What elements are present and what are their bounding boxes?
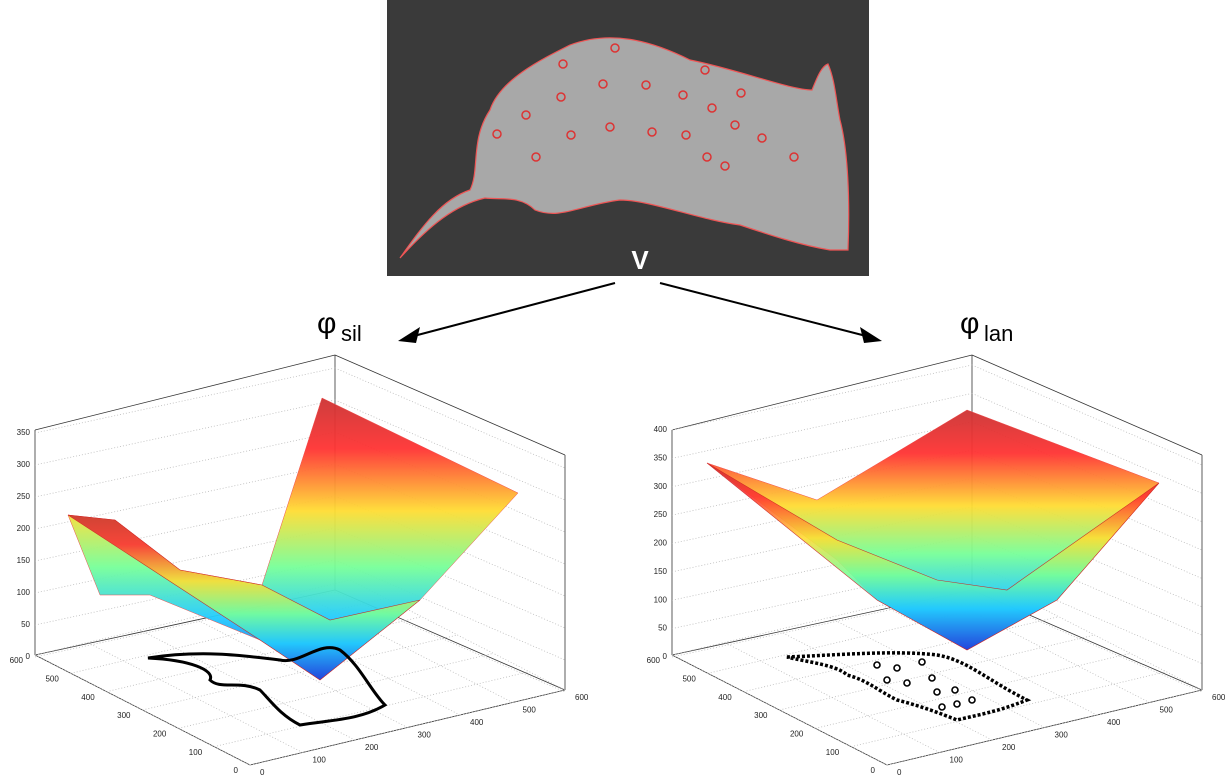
x-tick-label: 0 [897,768,902,777]
z-tick-label: 400 [654,425,668,434]
x-tick-label: 100 [313,756,327,765]
landmark [933,688,941,696]
grid-line [34,654,251,766]
x-tick-label: 400 [470,718,484,727]
y-tick-label: 200 [153,729,167,738]
y-tick-label: 500 [45,674,59,683]
z-tick-label: 200 [17,524,31,533]
x-tick-label: 0 [260,768,265,777]
grid-line [671,392,973,459]
x-tick-label: 200 [1002,743,1016,752]
grid-line [829,617,1045,728]
z-tick-label: 350 [654,453,668,462]
grid-line [192,617,408,728]
y-tick-label: 200 [790,729,804,738]
x-tick-label: 400 [1107,718,1121,727]
z-tick-label: 0 [663,652,668,661]
surface-fold [706,462,1160,651]
z-tick-label: 350 [17,428,31,437]
x-tick-label: 600 [575,693,589,702]
x-tick-label: 200 [365,743,379,752]
y-tick-label: 0 [234,766,239,775]
landmark [903,679,911,687]
arrows [398,282,882,343]
grid-line [724,642,940,753]
y-tick-label: 500 [682,674,696,683]
grid-line [34,431,336,498]
z-tick-label: 100 [654,595,668,604]
right-symbol: φ [960,307,979,340]
surface-fold [67,514,421,681]
z-tick-label: 50 [21,620,30,629]
photo: V [387,0,869,276]
landmark [968,696,976,704]
landmark [883,676,891,684]
box-edge [334,354,566,456]
z-tick-label: 200 [654,539,668,548]
x-tick-label: 300 [1055,731,1069,740]
z-tick-label: 100 [17,588,31,597]
z-tick-label: 300 [654,482,668,491]
grid-line [881,604,1098,716]
grid-line [671,654,888,766]
y-tick-label: 400 [718,693,732,702]
y-tick-label: 300 [754,711,768,720]
box-edge [671,354,973,431]
x-tick-label: 300 [418,731,432,740]
z-tick-label: 50 [658,624,667,633]
z-tick-label: 300 [17,460,31,469]
landmark [928,674,936,682]
grid-line [851,671,1167,748]
contour [786,651,1032,722]
landmark [953,700,961,708]
y-tick-label: 400 [81,693,95,702]
z-tick-label: 150 [17,556,31,565]
landmark [938,703,946,711]
grid-line [671,364,973,431]
landmark [951,686,959,694]
left-subscript: sil [341,321,362,346]
box-edge [971,354,1203,456]
grid-line [87,642,303,753]
x-tick-label: 600 [1212,693,1226,702]
right-subscript: lan [984,321,1013,346]
grid-line [743,616,1059,693]
landmark [918,658,926,666]
z-tick-label: 250 [654,510,668,519]
x-tick-label: 500 [1160,706,1174,715]
x-tick-label: 500 [523,706,537,715]
left-symbol: φ [317,307,336,340]
landmark [873,661,881,669]
image-label: V [631,245,649,275]
grid-line [214,671,530,748]
y-tick-label: 600 [647,656,661,665]
z-tick-label: 150 [654,567,668,576]
x-tick-label: 100 [950,756,964,765]
z-tick-label: 0 [26,652,31,661]
box-edge [34,354,336,431]
y-tick-label: 600 [10,656,24,665]
surface-plot: 0 50 100 150 200 250 300 350 0 100 200 300 400 500 600… [10,354,589,777]
z-tick-label: 250 [17,492,31,501]
y-tick-label: 100 [189,748,203,757]
surface-plot: 0 50 100 150 200 250 300 350 400 0 100 200 300 400 500… [647,354,1226,777]
y-tick-label: 100 [826,748,840,757]
grid-line [815,652,1131,729]
y-tick-label: 0 [871,766,876,775]
landmark [893,664,901,672]
grid-line [34,367,336,434]
grid-line [671,421,973,488]
grid-line [34,399,336,466]
grid-line [776,629,993,741]
y-tick-label: 300 [117,711,131,720]
contour [147,646,388,727]
